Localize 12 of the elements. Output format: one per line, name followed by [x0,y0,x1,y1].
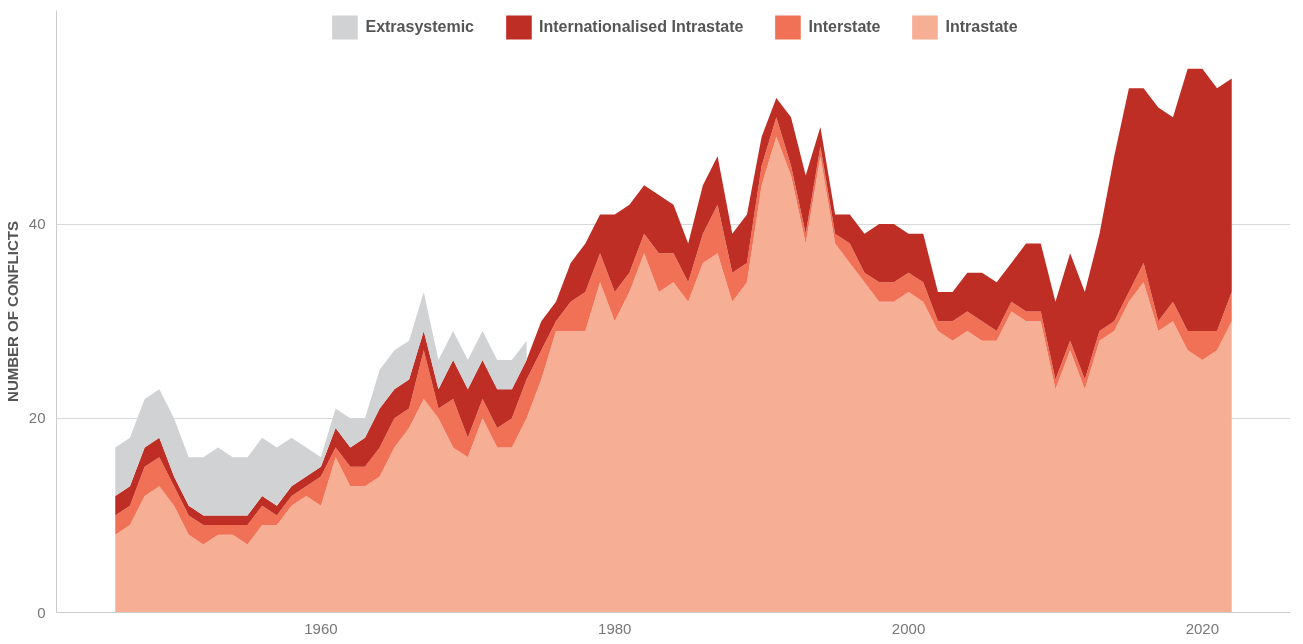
x-tick-label: 1960 [304,619,338,637]
x-tick-label: 2000 [891,619,926,637]
legend-label: Internationalised Intrastate [538,18,744,36]
y-axis-title: NUMBER OF CONFLICTS [3,221,21,402]
y-tick-label: 40 [28,215,46,233]
legend-label: Interstate [808,18,881,36]
x-tick-label: 2020 [1185,619,1220,637]
legend-label: Extrasystemic [365,18,474,36]
x-tick-label: 1980 [598,619,632,637]
y-tick-label: 20 [28,409,46,427]
legend-label: Intrastate [945,18,1018,36]
y-tick-label: 0 [37,603,46,621]
